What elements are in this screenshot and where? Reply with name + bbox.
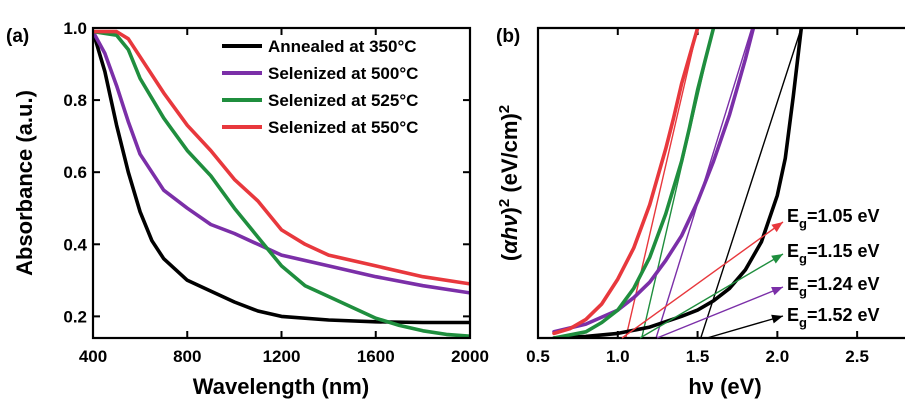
bandgap-arrow-4 — [706, 315, 784, 339]
bandgap-label-4: Eg=1.52 eV — [787, 305, 880, 330]
panel-a: (a) 400 800 1200 1600 2000 0.2 0.4 0.6 0.8 1.0 Wa… — [6, 19, 489, 399]
panel-a-y-tick-label: 0.6 — [63, 163, 87, 182]
bandgap-arrow-2 — [639, 253, 784, 339]
panel-a-y-axis-label: Absorbance (a.u.) — [12, 90, 37, 276]
bandgap-arrow-1 — [621, 221, 784, 339]
panel-b-series-line-4 — [552, 28, 700, 336]
panel-a-y-tick-label: 0.8 — [63, 91, 87, 110]
panel-b-series — [552, 28, 804, 338]
panel-b-tick-labels: 0.5 1.0 1.5 2.0 2.5 — [526, 347, 869, 366]
panel-a-series-line-1 — [93, 29, 470, 325]
panel-a-x-tick-label: 1200 — [263, 347, 301, 366]
panel-b-x-tick-label: 1.5 — [686, 347, 710, 366]
bandgap-arrowhead-1 — [771, 222, 783, 233]
panel-b-y-axis-label: (αhν)2 (eV/cm)2 — [496, 105, 523, 261]
bandgap-arrowhead-2 — [771, 254, 783, 264]
panel-b-bandgap-annotations: Eg=1.05 eV Eg=1.15 eV Eg=1.24 eV Eg=1.52 eV — [787, 206, 880, 330]
panel-a-y-tick-label: 1.0 — [63, 19, 87, 38]
panel-b-x-tick-label: 2.5 — [845, 347, 869, 366]
panel-b-tangent-lines — [625, 28, 802, 338]
panel-a-x-tick-label: 2000 — [451, 347, 489, 366]
legend-label-3: Selenized at 525°C — [268, 91, 418, 110]
bandgap-arrowhead-3 — [771, 287, 783, 296]
bandgap-label-3: Eg=1.24 eV — [787, 274, 880, 299]
panel-a-x-tick-label: 400 — [79, 347, 107, 366]
panel-a-series-line-4 — [93, 29, 470, 286]
legend-label-4: Selenized at 550°C — [268, 118, 418, 137]
bandgap-arrow-3 — [656, 286, 784, 339]
legend-label-1: Annealed at 350°C — [268, 37, 417, 56]
panel-a-legend: Annealed at 350°C Selenized at 500°C Selen… — [222, 37, 418, 137]
panel-b-arrows — [621, 221, 784, 339]
panel-a-x-tick-label: 1600 — [357, 347, 395, 366]
panel-b-series-line-3 — [552, 28, 716, 338]
panel-a-series-line-2 — [93, 29, 470, 295]
panel-a-frame — [91, 26, 472, 340]
tangent-line-1 — [625, 28, 699, 338]
panel-a-x-axis-label: Wavelength (nm) — [193, 374, 369, 399]
tangent-line-4 — [700, 28, 802, 338]
panel-b-x-tick-label: 2.0 — [766, 347, 790, 366]
panel-a-series-line-3 — [93, 29, 470, 338]
panel-a-series — [93, 29, 470, 338]
panel-b-x-axis-label: hν (eV) — [688, 374, 761, 399]
panel-a-y-tick-label: 0.4 — [63, 235, 87, 254]
bandgap-arrowhead-4 — [771, 314, 783, 324]
panel-a-ticks — [92, 27, 471, 338]
panel-b-x-tick-label: 0.5 — [526, 347, 550, 366]
panel-b-letter: (b) — [496, 26, 520, 47]
bandgap-label-2: Eg=1.15 eV — [787, 241, 880, 266]
panel-b: (b) 0.5 1.0 1.5 2.0 2.5 hν (eV) (αhν)2 (eV/c… — [496, 26, 905, 399]
panel-b-x-tick-label: 1.0 — [606, 347, 630, 366]
panel-a-letter: (a) — [6, 26, 29, 47]
bandgap-label-1: Eg=1.05 eV — [787, 206, 880, 231]
panel-a-tick-labels: 400 800 1200 1600 2000 0.2 0.4 0.6 0.8 1.0 — [63, 19, 489, 366]
legend-label-2: Selenized at 500°C — [268, 64, 418, 83]
panel-b-series-line-1 — [552, 28, 804, 338]
panel-a-x-tick-label: 800 — [173, 347, 201, 366]
panel-a-y-tick-label: 0.2 — [63, 307, 87, 326]
panel-b-frame — [536, 26, 905, 340]
